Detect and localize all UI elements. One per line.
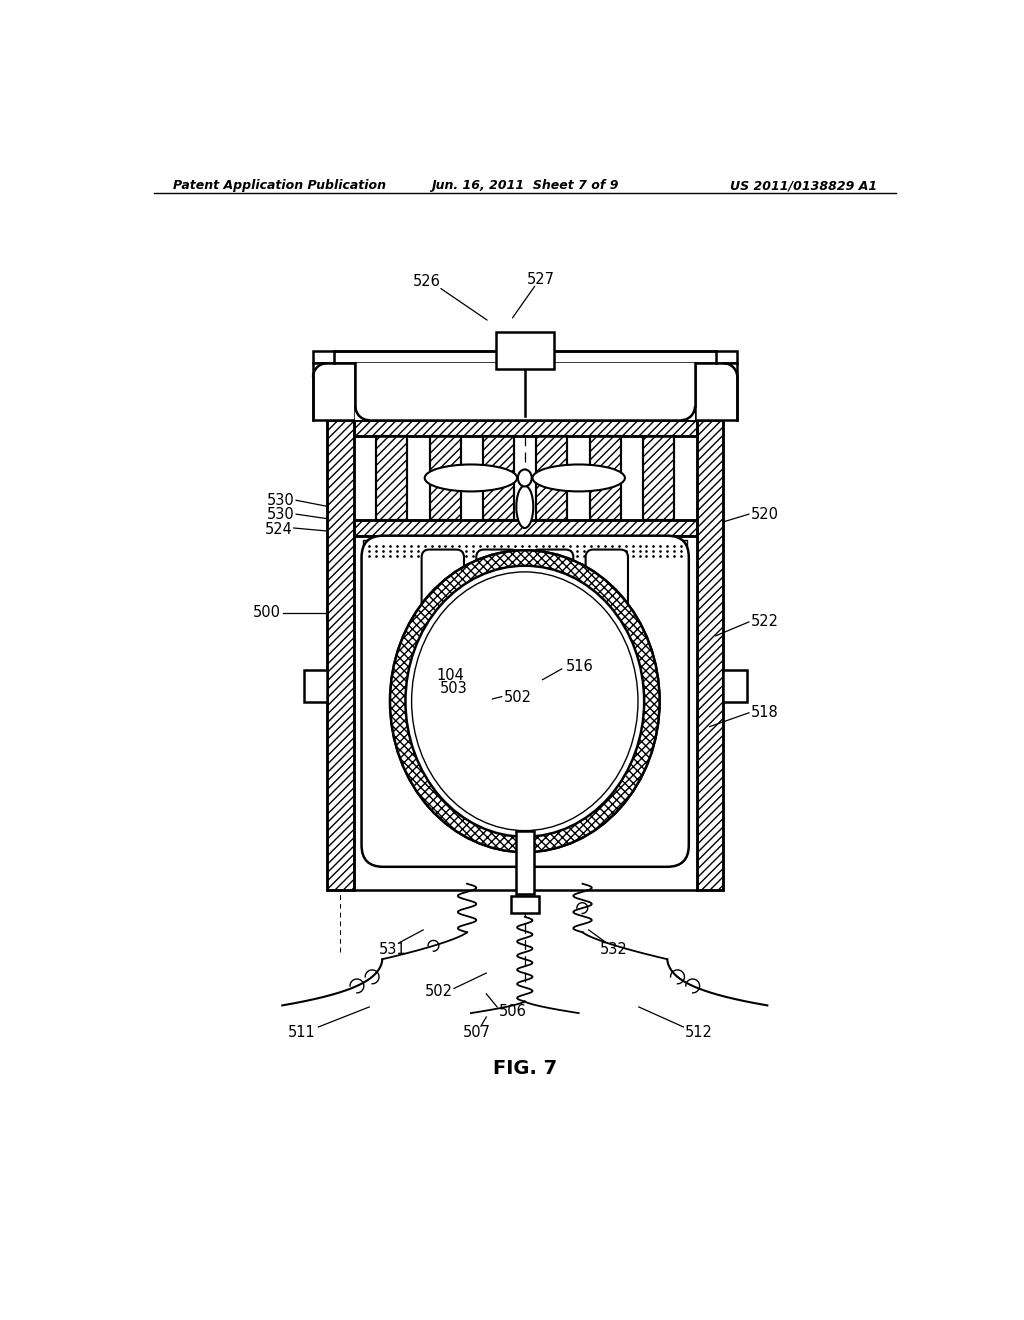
Bar	[643, 436, 674, 520]
Ellipse shape	[532, 465, 625, 491]
Text: 502: 502	[504, 690, 532, 705]
Text: 512: 512	[685, 1024, 713, 1040]
Text: 530: 530	[267, 492, 295, 508]
Bar	[696, 420, 724, 890]
FancyBboxPatch shape	[361, 536, 689, 867]
FancyBboxPatch shape	[476, 549, 518, 611]
Bar	[377, 436, 408, 520]
Bar	[590, 436, 621, 520]
Bar	[515, 830, 535, 894]
Bar	[430, 436, 461, 520]
Text: 516: 516	[565, 659, 593, 675]
Bar	[430, 436, 461, 520]
Bar	[354, 420, 696, 436]
Text: 522: 522	[752, 614, 779, 630]
Text: 531: 531	[379, 942, 407, 957]
Text: 532: 532	[600, 942, 628, 957]
Bar	[695, 363, 737, 420]
Ellipse shape	[390, 550, 659, 853]
Ellipse shape	[518, 470, 531, 487]
Text: Patent Application Publication: Patent Application Publication	[173, 180, 386, 193]
Bar	[313, 351, 737, 363]
Bar	[354, 420, 696, 436]
Text: 500: 500	[253, 605, 281, 620]
Text: 104: 104	[436, 668, 464, 684]
Text: 506: 506	[499, 1005, 526, 1019]
Bar	[377, 436, 408, 520]
Bar	[643, 436, 674, 520]
Bar	[724, 669, 746, 702]
Bar	[354, 436, 696, 520]
Bar	[354, 520, 696, 536]
FancyBboxPatch shape	[586, 549, 628, 611]
Text: 520: 520	[752, 507, 779, 521]
Bar	[696, 420, 724, 890]
Bar	[304, 669, 327, 702]
Bar	[537, 436, 567, 520]
Ellipse shape	[425, 465, 517, 491]
Bar	[354, 536, 696, 890]
FancyBboxPatch shape	[531, 549, 573, 611]
Bar	[354, 520, 696, 536]
Bar	[537, 436, 567, 520]
Text: 530: 530	[267, 507, 295, 521]
Text: 518: 518	[752, 705, 779, 721]
Text: 503: 503	[440, 681, 468, 696]
Ellipse shape	[390, 550, 659, 853]
Text: Jun. 16, 2011  Sheet 7 of 9: Jun. 16, 2011 Sheet 7 of 9	[431, 180, 618, 193]
Ellipse shape	[406, 566, 644, 837]
Text: 524: 524	[264, 521, 292, 537]
Bar	[483, 436, 514, 520]
Ellipse shape	[412, 572, 638, 830]
Ellipse shape	[516, 486, 534, 528]
Text: 507: 507	[463, 1024, 492, 1040]
Text: 527: 527	[527, 272, 555, 286]
Bar	[483, 436, 514, 520]
Text: FIG. 7: FIG. 7	[493, 1059, 557, 1078]
Bar	[313, 363, 355, 420]
Bar	[327, 420, 354, 890]
Bar	[327, 420, 354, 890]
Bar	[496, 333, 554, 370]
Bar	[590, 436, 621, 520]
Text: 511: 511	[288, 1024, 315, 1040]
Bar	[511, 896, 539, 913]
Bar	[355, 363, 695, 420]
FancyBboxPatch shape	[422, 549, 464, 611]
Text: 502: 502	[424, 983, 453, 999]
Text: 526: 526	[413, 275, 441, 289]
Text: US 2011/0138829 A1: US 2011/0138829 A1	[730, 180, 878, 193]
Bar	[364, 540, 687, 561]
